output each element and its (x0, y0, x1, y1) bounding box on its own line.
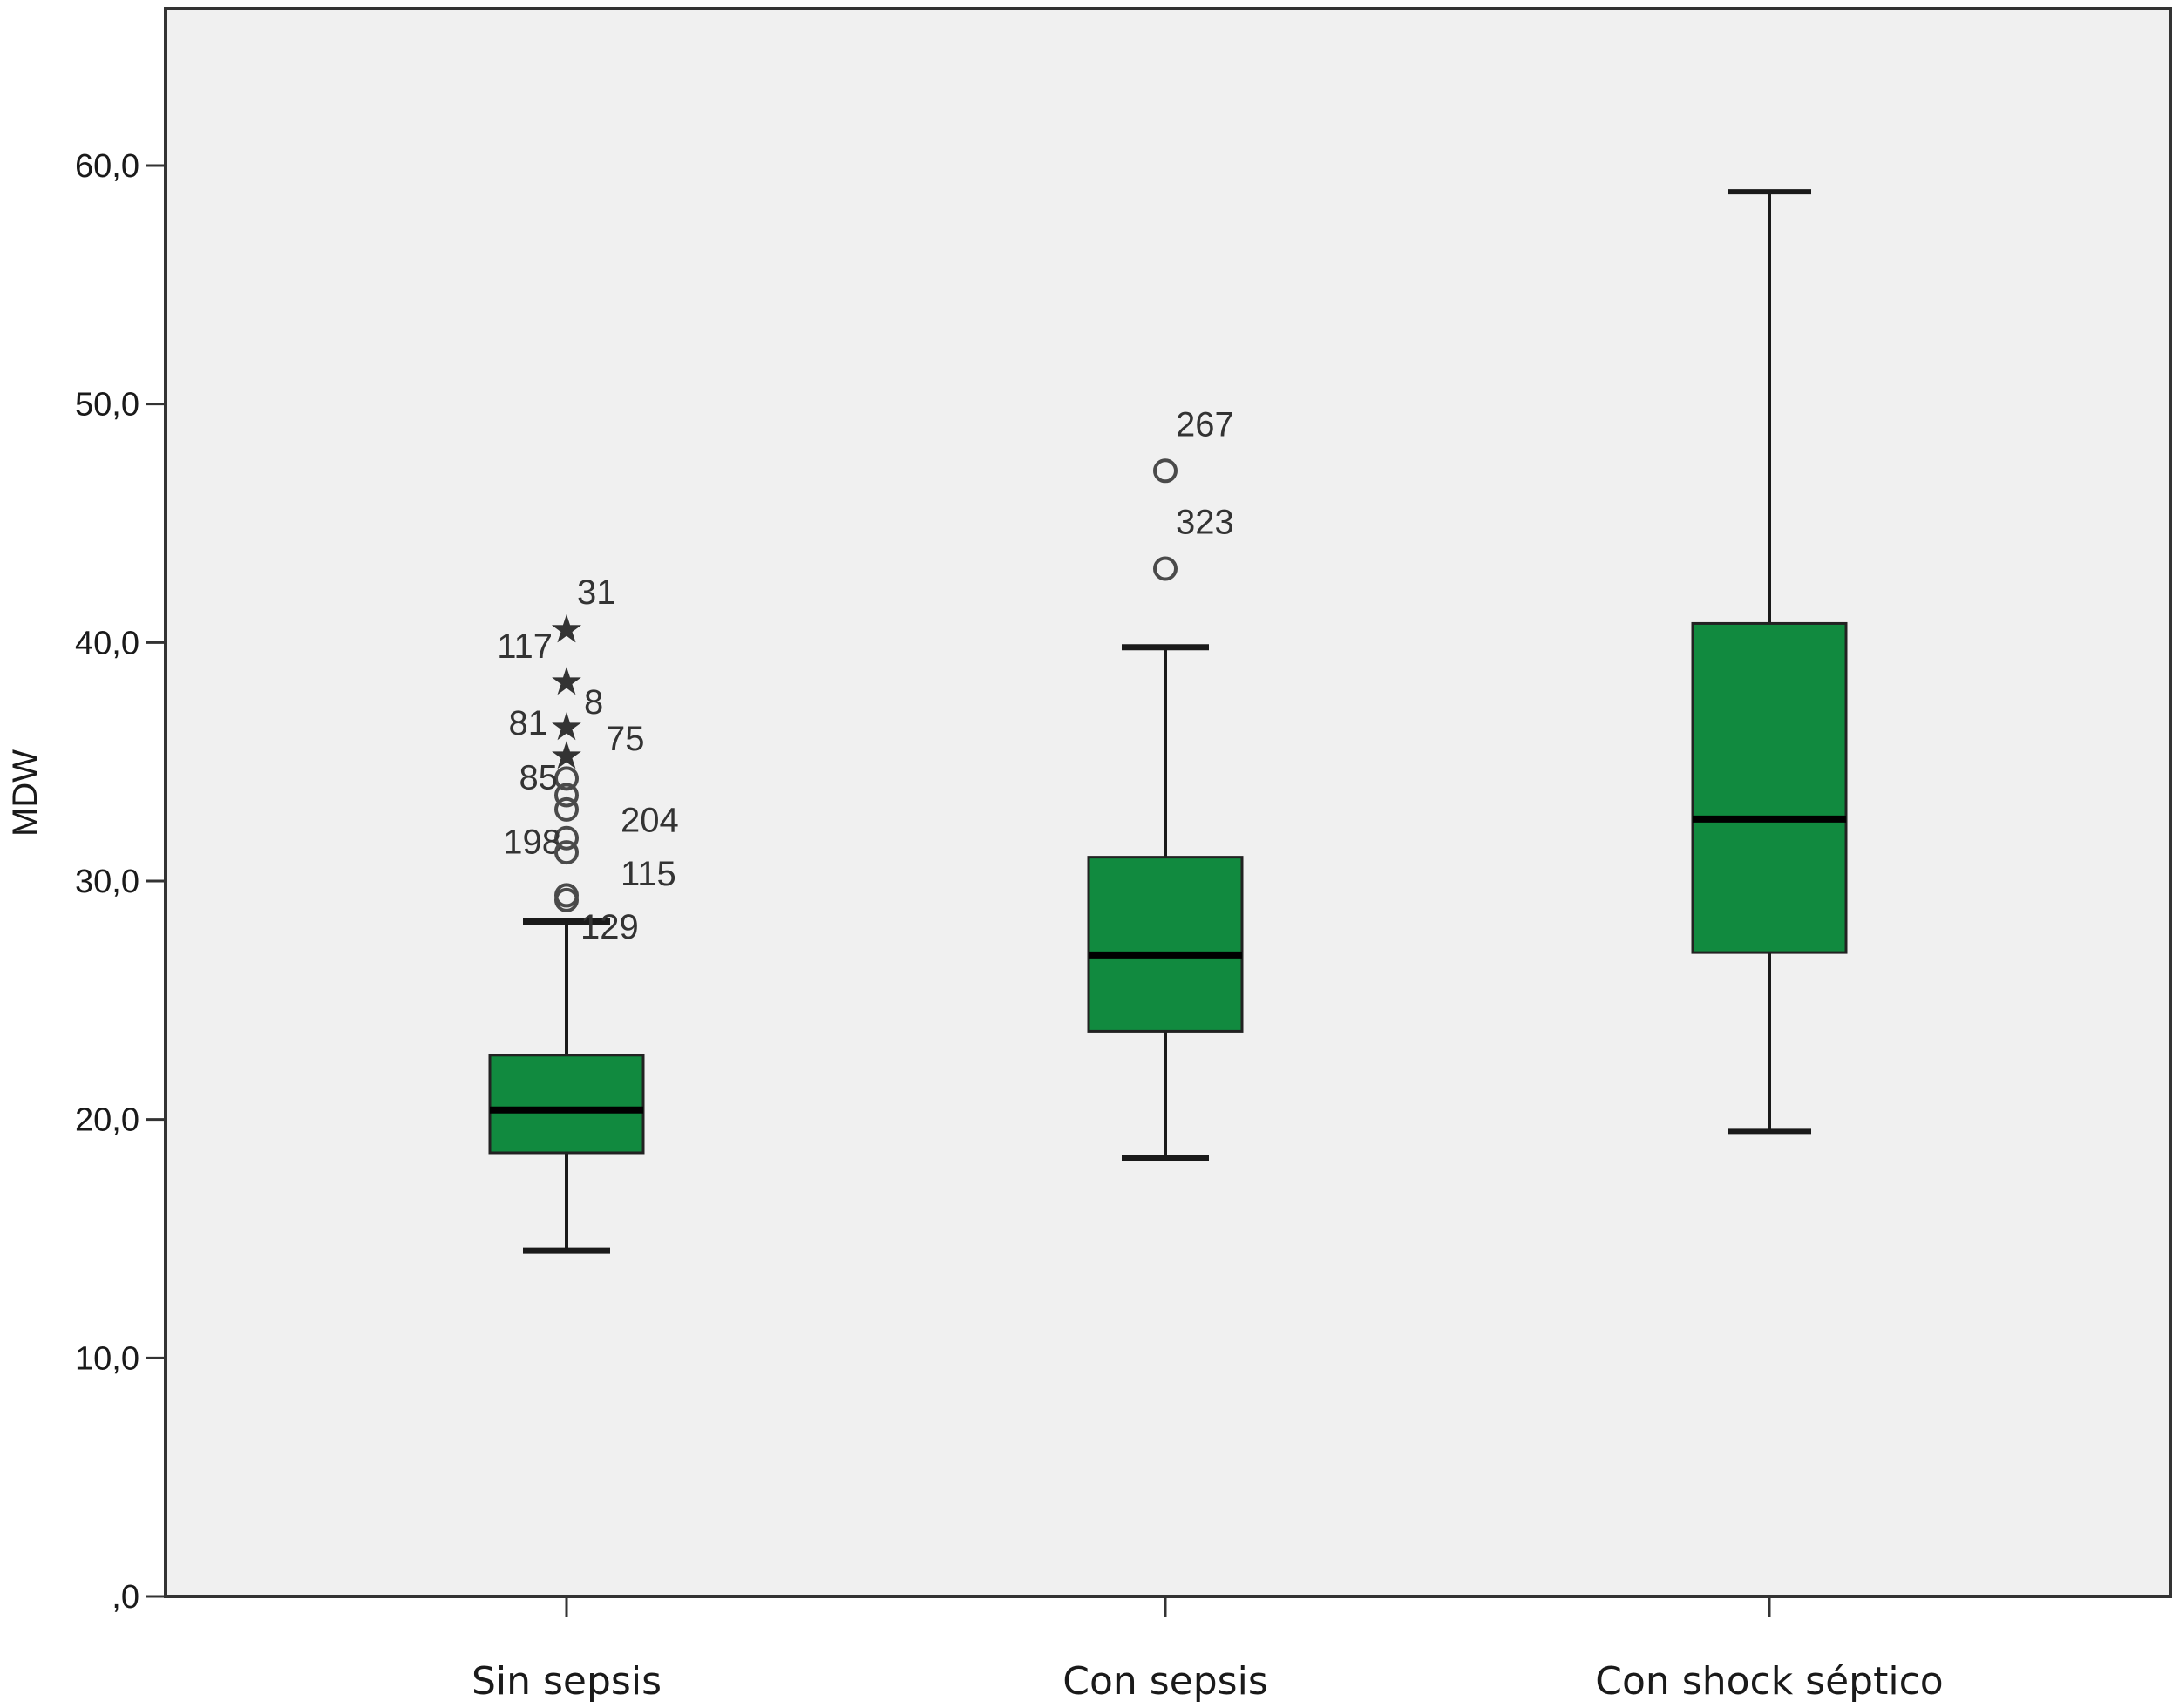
outlier-label: 198 (503, 824, 561, 862)
outlier-circle (1153, 556, 1178, 581)
outlier-label: 75 (606, 720, 645, 758)
x-category-label: Con sepsis (1062, 1659, 1268, 1704)
y-axis-title: MDW (6, 749, 44, 837)
outlier-label: 204 (621, 801, 679, 839)
outlier-label: 267 (1176, 405, 1234, 444)
outlier-circle (1153, 458, 1178, 484)
outlier-star: ★ (549, 607, 583, 652)
outlier-circle (554, 887, 579, 912)
y-tick-label: 40,0 (75, 625, 139, 661)
outlier-label: 129 (580, 908, 639, 946)
outlier-star: ★ (549, 734, 583, 778)
outlier-circle (554, 783, 579, 808)
iqr-box (488, 1054, 645, 1155)
plot-area (164, 7, 2172, 1598)
outlier-label: 115 (621, 855, 676, 893)
iqr-box (1087, 856, 1244, 1033)
outlier-label: 8 (584, 683, 603, 722)
y-tick-label: 50,0 (75, 387, 139, 424)
outlier-circle (554, 796, 579, 822)
x-category-label: Sin sepsis (472, 1659, 662, 1704)
outlier-star: ★ (549, 607, 583, 652)
outlier-star: ★ (549, 705, 583, 749)
x-axis: Sin sepsis Con sepsis Con shock séptico (472, 1596, 1944, 1704)
outlier-label: 85 (519, 758, 559, 796)
outlier-circle (554, 766, 579, 791)
outlier-circle (554, 825, 579, 851)
outlier-label: 323 (1176, 503, 1234, 541)
outlier-label: 81 (509, 704, 548, 742)
y-tick-label: 60,0 (75, 148, 139, 185)
y-tick-label: 20,0 (75, 1102, 139, 1139)
y-tick-label: ,0 (112, 1579, 139, 1616)
outlier-label: 117 (497, 627, 553, 666)
outlier-circle (554, 840, 579, 865)
x-category-label: Con shock séptico (1595, 1659, 1943, 1704)
outlier-star: ★ (549, 660, 583, 704)
box-group: 267 323 (1087, 405, 1244, 1161)
outlier-label: 31 (577, 573, 616, 612)
y-tick-label: 30,0 (75, 864, 139, 900)
iqr-box (1691, 621, 1848, 954)
y-axis: ,0 10,0 20,0 30,0 40,0 50,0 60,0 (75, 148, 166, 1616)
box-group (1691, 189, 1848, 1135)
y-tick-label: 10,0 (75, 1340, 139, 1377)
